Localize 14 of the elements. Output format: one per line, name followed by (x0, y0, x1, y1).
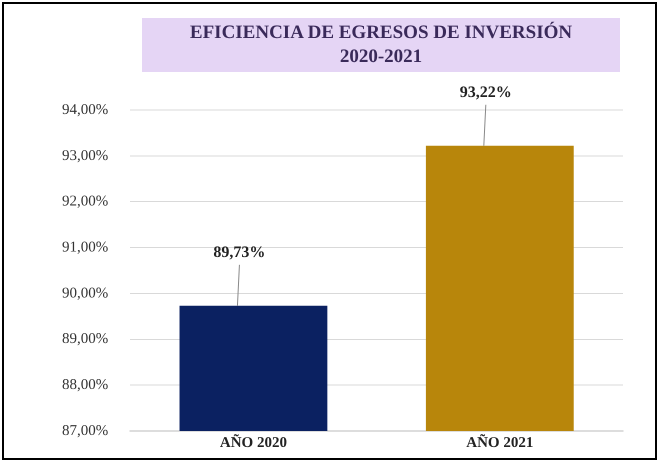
y-tick-label: 90,00% (62, 285, 108, 302)
y-tick-label: 93,00% (62, 148, 108, 164)
chart-title: EFICIENCIA DE EGRESOS DE INVERSIÓN (188, 21, 574, 45)
y-tick-label: 91,00% (62, 240, 108, 256)
data-label: 93,22% (460, 84, 512, 101)
chart-subtitle: 2020-2021 (338, 45, 424, 69)
y-tick-label: 88,00% (62, 377, 108, 394)
y-tick-label: 89,00% (62, 331, 108, 348)
y-tick-label: 92,00% (62, 194, 108, 210)
x-tick-label: AÑO 2021 (466, 434, 534, 451)
y-tick-label: 94,00% (62, 102, 108, 118)
x-tick-label: AÑO 2020 (220, 434, 287, 451)
y-tick-label: 87,00% (62, 422, 108, 439)
data-label: 89,73% (213, 244, 266, 261)
